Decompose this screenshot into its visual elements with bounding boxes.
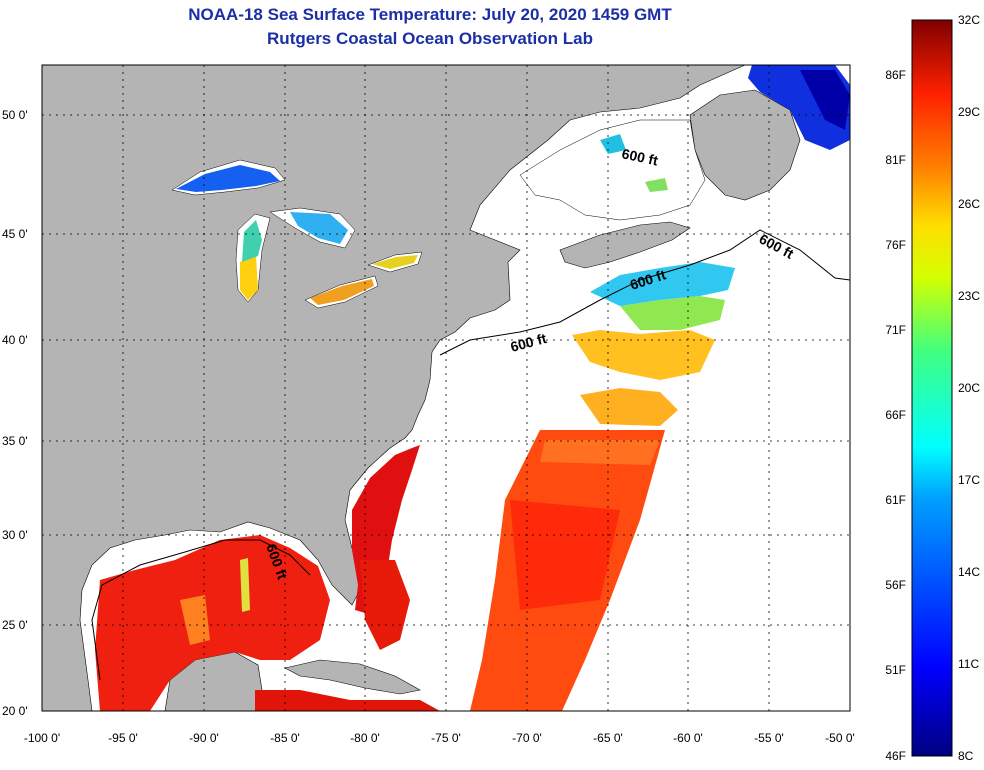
colorbar-celsius-label: 23C xyxy=(958,289,980,303)
colorbar-fahrenheit-label: 71F xyxy=(885,323,906,337)
colorbar-fahrenheit-label: 81F xyxy=(885,153,906,167)
colorbar-fahrenheit-label: 86F xyxy=(885,68,906,82)
colorbar-celsius-label: 26C xyxy=(958,197,980,211)
lon-tick-label: -70 0' xyxy=(512,731,542,745)
gulf-of-maine-sst xyxy=(590,262,735,306)
lat-tick-label: 35 0' xyxy=(2,434,28,448)
shelf-sst-green xyxy=(620,296,725,330)
longitude-axis: -100 0' -95 0' -90 0' -85 0' -80 0' -75 … xyxy=(24,731,855,745)
colorbar-fahrenheit-label: 61F xyxy=(885,493,906,507)
labrador-deep-cold xyxy=(800,70,850,130)
swath-core-red xyxy=(510,500,620,610)
lon-tick-label: -95 0' xyxy=(108,731,138,745)
lat-tick-label: 30 0' xyxy=(2,528,28,542)
gulf-cool-patch xyxy=(180,595,210,645)
lat-tick-label: 50 0' xyxy=(2,108,28,122)
gulf-sst-patch xyxy=(645,178,668,192)
isobath-600ft-line xyxy=(439,229,850,356)
gulf-st-lawrence xyxy=(519,119,706,221)
lat-tick-label: 25 0' xyxy=(2,618,28,632)
isobath-label-gulf-st-lawrence: 600 ft xyxy=(620,145,659,168)
gulf-of-mexico-sst xyxy=(95,535,330,711)
lat-tick-label: 20 0' xyxy=(2,704,28,718)
colorbar-fahrenheit-label: 51F xyxy=(885,663,906,677)
colorbar-celsius-label: 8C xyxy=(958,749,974,763)
colorbar-fahrenheit-label: 56F xyxy=(885,578,906,592)
colorbar: 32C 29C 26C 23C 20C 17C 14C 11C 8C 86F 8… xyxy=(885,13,980,763)
colorbar-celsius-label: 29C xyxy=(958,105,980,119)
maritimes-land xyxy=(559,221,691,269)
lon-tick-label: -100 0' xyxy=(24,731,60,745)
graticule xyxy=(42,65,850,711)
map-title: NOAA-18 Sea Surface Temperature: July 20… xyxy=(188,5,672,24)
caribbean-sst xyxy=(255,690,440,711)
colorbar-gradient xyxy=(911,19,953,757)
great-lakes xyxy=(171,159,423,309)
colorbar-fahrenheit-label: 46F xyxy=(885,749,906,763)
colorbar-fahrenheit-label: 66F xyxy=(885,408,906,422)
cuba-land xyxy=(284,659,421,695)
colorbar-celsius-label: 11C xyxy=(958,657,979,671)
colorbar-celsius-label: 17C xyxy=(958,473,980,487)
lon-tick-label: -60 0' xyxy=(673,731,703,745)
lon-tick-label: -80 0' xyxy=(350,731,380,745)
newfoundland-land xyxy=(689,89,801,201)
lat-tick-label: 40 0' xyxy=(2,333,28,347)
north-america-land xyxy=(42,65,746,711)
mid-atlantic-sst xyxy=(580,388,678,426)
lon-tick-label: -85 0' xyxy=(270,731,300,745)
lon-tick-label: -65 0' xyxy=(593,731,623,745)
map-panel xyxy=(42,65,850,711)
estuary-sst-patch xyxy=(600,134,626,154)
lon-tick-label: -90 0' xyxy=(189,731,219,745)
map-subtitle: Rutgers Coastal Ocean Observation Lab xyxy=(267,29,593,48)
lon-tick-label: -75 0' xyxy=(431,731,461,745)
lon-tick-label: -55 0' xyxy=(754,731,784,745)
lon-tick-label: -50 0' xyxy=(825,731,855,745)
latitude-axis: 50 0' 45 0' 40 0' 35 0' 30 0' 25 0' 20 0… xyxy=(2,108,28,718)
gulf-streak xyxy=(240,558,250,612)
colorbar-celsius-label: 14C xyxy=(958,565,980,579)
bahamas-sst xyxy=(360,560,410,650)
colorbar-celsius-label: 20C xyxy=(958,381,980,395)
colorbar-fahrenheit-label: 76F xyxy=(885,238,906,252)
map-frame xyxy=(41,64,851,712)
colorbar-celsius-label: 32C xyxy=(958,13,980,27)
lat-tick-label: 45 0' xyxy=(2,227,28,241)
gulf-isobath-line xyxy=(91,539,311,681)
swath-north-orange xyxy=(540,440,660,465)
